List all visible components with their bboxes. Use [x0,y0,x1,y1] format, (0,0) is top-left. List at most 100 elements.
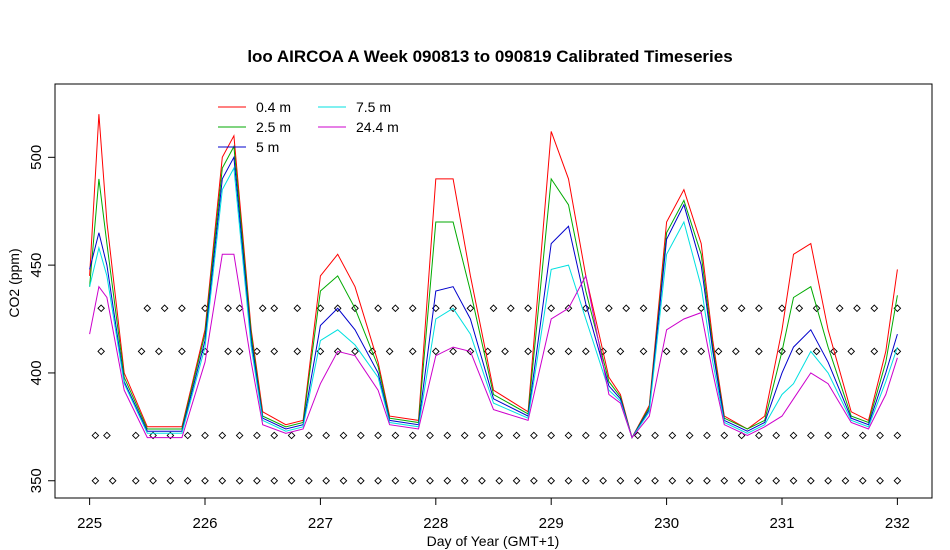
x-tick-label: 227 [308,515,333,532]
diamond-marker [697,304,706,313]
diamond-marker [322,476,331,485]
diamond-marker [524,304,532,313]
diamond-marker [806,476,815,485]
diamond-marker [218,431,227,440]
legend-label: 24.4 m [356,119,399,135]
series-line [89,166,898,439]
diamond-marker [305,431,313,440]
diamond-marker [91,431,100,440]
diamond-marker [466,304,475,313]
x-tick-label: 226 [192,515,217,532]
diamond-marker [408,347,417,356]
diamond-marker [333,347,342,356]
diamond-marker [893,347,902,356]
diamond-marker [789,476,798,485]
diamond-marker [633,431,642,440]
diamond-marker [599,476,607,485]
diamond-marker [489,304,498,313]
y-axis-label: CO2 (ppm) [6,248,22,317]
x-tick-label: 232 [885,515,910,532]
diamond-marker [564,476,573,485]
diamond-marker [616,347,625,356]
diamond-marker [270,431,279,440]
diamond-marker [778,304,786,313]
diamond-marker [287,476,296,485]
diamond-marker [339,431,348,440]
diamond-marker [639,304,648,313]
diamond-marker [581,476,590,485]
diamond-marker [662,347,671,356]
diamond-marker [703,431,711,440]
diamond-marker [443,431,452,440]
y-tick-label: 350 [28,468,45,493]
diamond-marker [235,347,244,356]
diamond-marker [218,476,227,485]
legend-label: 5 m [256,139,279,155]
diamond-marker [858,476,867,485]
diamond-marker [183,476,192,485]
diamond-marker [356,431,365,440]
diamond-marker [876,476,884,485]
diamond-marker [449,304,457,313]
diamond-marker [270,347,279,356]
diamond-marker [599,431,607,440]
diamond-marker [858,431,867,440]
diamond-marker [835,304,844,313]
diamond-marker [293,304,302,313]
diamond-marker [853,304,861,313]
series-line [89,253,898,439]
diamond-marker [755,347,763,356]
series-lines [89,114,898,439]
diamond-marker [530,476,538,485]
diamond-marker [235,476,244,485]
diamond-marker [841,431,850,440]
diamond-marker [305,476,313,485]
diamond-marker [685,431,694,440]
diamond-marker [720,476,729,485]
diamond-marker [616,476,625,485]
diamond-marker [235,304,244,313]
diamond-marker [108,476,117,485]
series-line [89,155,898,439]
diamond-marker [270,476,279,485]
diamond-marker [737,476,746,485]
diamond-marker [547,304,556,313]
diamond-marker [408,304,417,313]
diamond-marker [876,431,884,440]
chart-title: loo AIRCOA A Week 090813 to 090819 Calib… [247,47,732,66]
diamond-marker [149,476,157,485]
diamond-marker [351,347,359,356]
diamond-marker [449,347,457,356]
x-tick-label: 225 [77,515,102,532]
diamond-marker [824,476,832,485]
diamond-marker [755,304,763,313]
diamond-marker [547,476,556,485]
diamond-marker [253,476,261,485]
diamond-marker [870,304,879,313]
y-tick-label: 450 [28,253,45,278]
diamond-marker [201,431,209,440]
diamond-marker [224,347,232,356]
legend-label: 2.5 m [256,119,291,135]
diamond-marker [714,347,723,356]
diamond-marker [680,304,688,313]
y-tick-label: 500 [28,145,45,170]
diamond-marker [685,476,694,485]
x-tick-label: 231 [769,515,794,532]
diamond-marker [143,304,152,313]
diamond-marker [501,347,509,356]
diamond-marker [847,347,856,356]
diamond-marker [893,431,902,440]
diamond-marker [812,304,821,313]
diamond-marker [183,431,192,440]
diamond-marker [668,476,677,485]
diamond-marker [322,431,331,440]
diamond-marker [720,304,729,313]
diamond-marker [731,347,740,356]
legend-label: 7.5 m [356,99,391,115]
diamond-marker [564,431,573,440]
diamond-marker [893,476,902,485]
diamond-marker [806,431,815,440]
diamond-marker [131,431,140,440]
diamond-marker [703,476,711,485]
